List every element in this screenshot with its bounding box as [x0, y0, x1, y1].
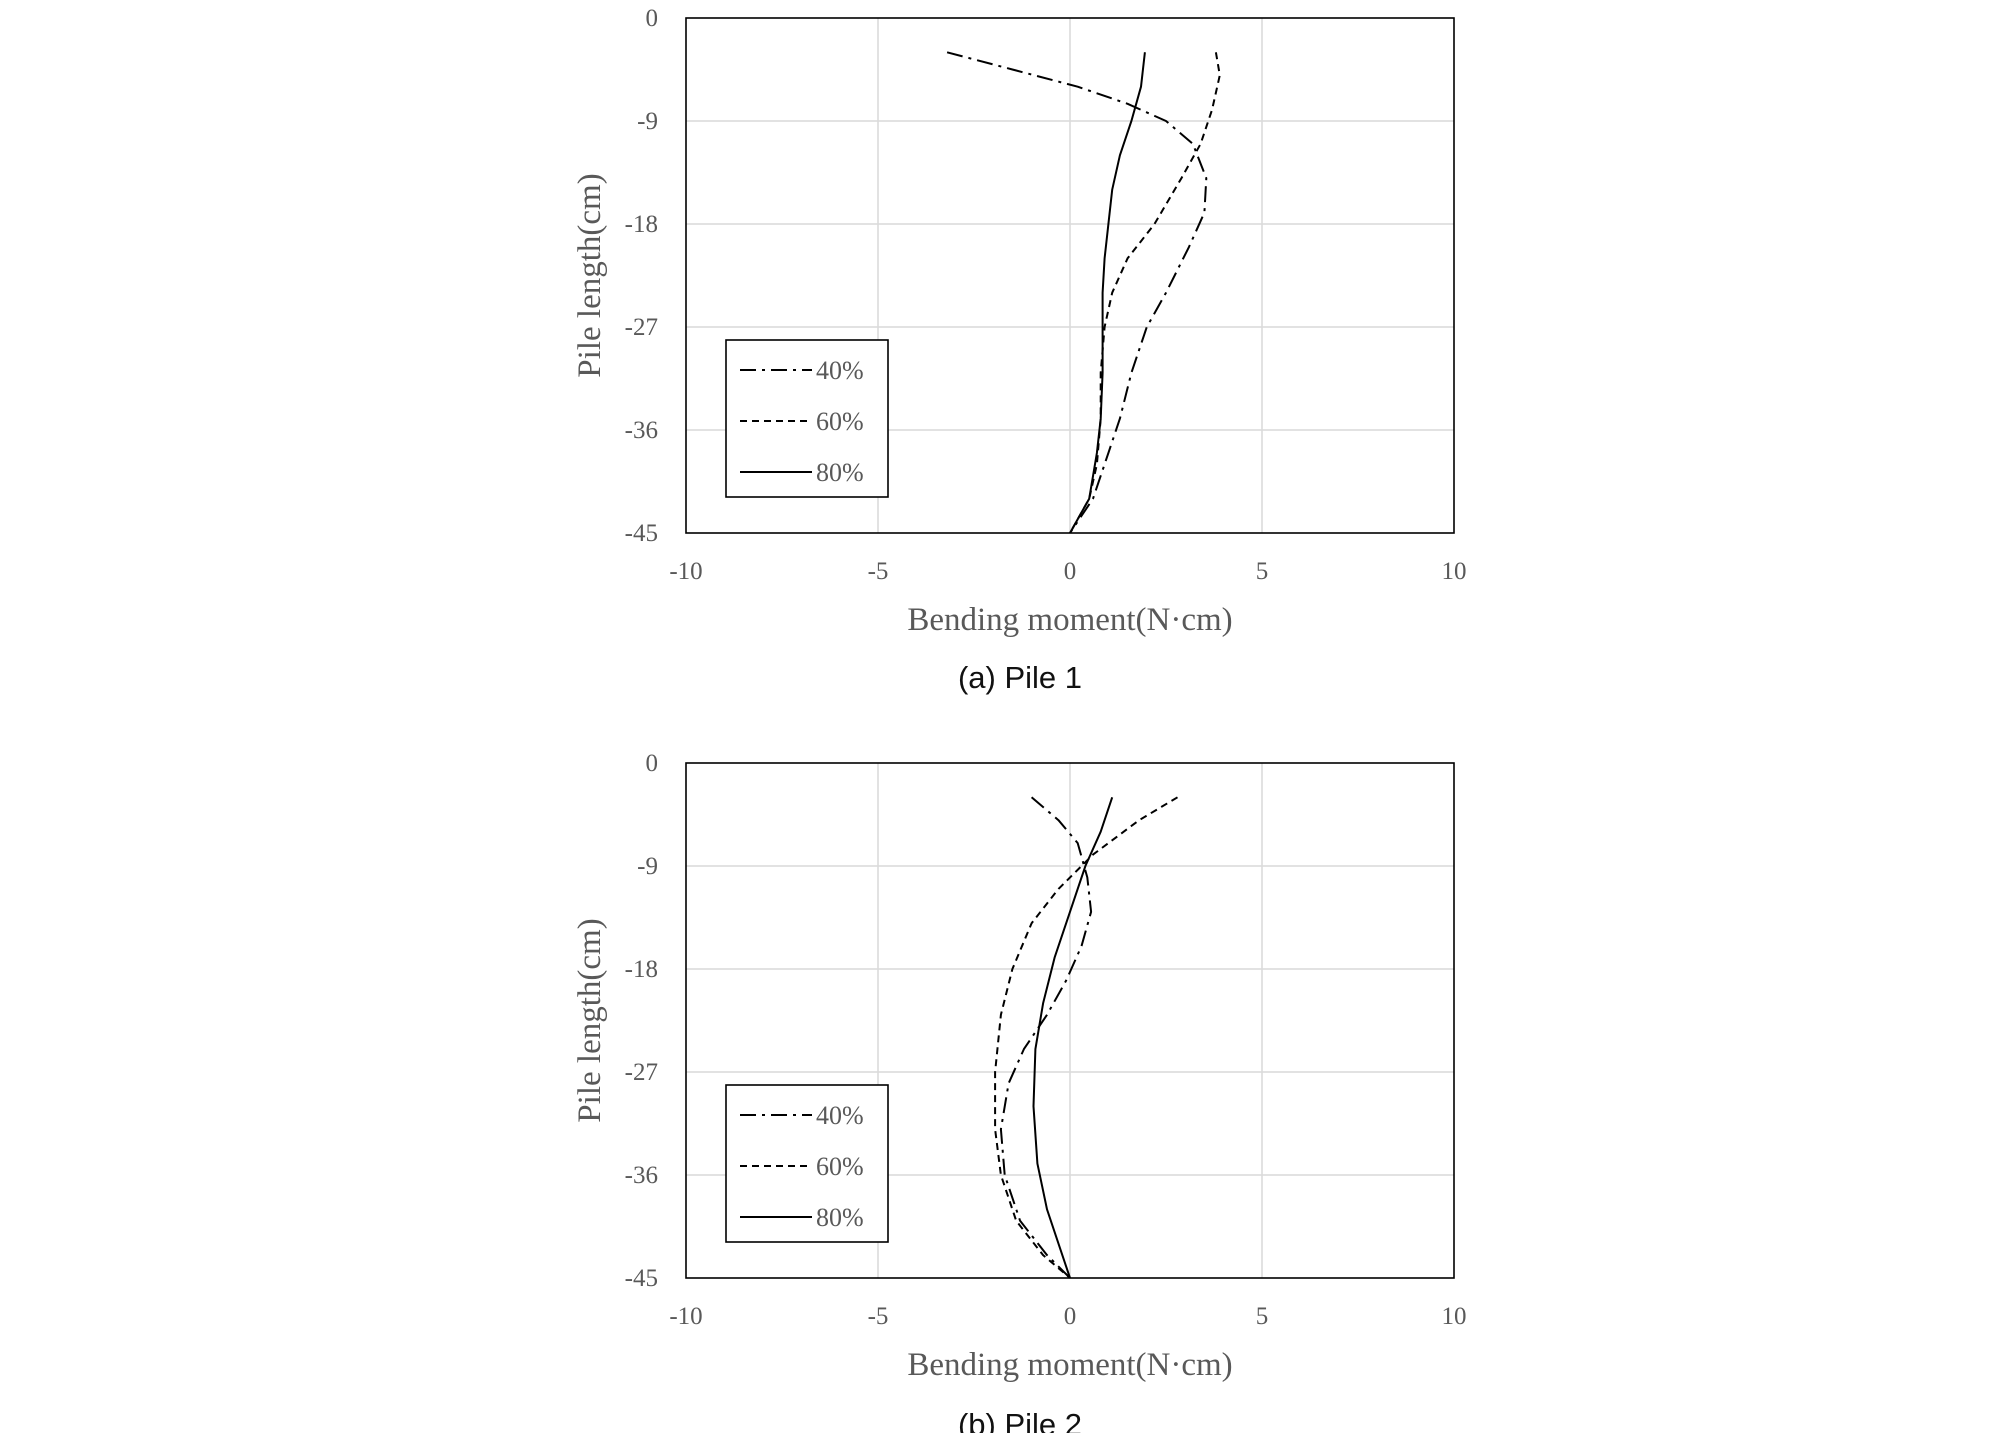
series-line-60pct: [1069, 52, 1221, 534]
x-tick-label: -10: [669, 1303, 702, 1330]
legend-label-40pct: 40%: [816, 1101, 864, 1130]
y-tick-label: -9: [637, 108, 658, 135]
y-tick-label: -18: [625, 211, 658, 238]
x-tick-label: 0: [1064, 1303, 1077, 1330]
x-axis-label: Bending moment(N·cm): [907, 1347, 1232, 1383]
y-tick-label: -27: [625, 314, 658, 341]
x-tick-label: 5: [1256, 558, 1269, 585]
x-tick-label: 10: [1442, 1303, 1467, 1330]
series-line-60pct: [994, 796, 1179, 1279]
y-tick-label: -27: [625, 1059, 658, 1086]
x-tick-label: 0: [1064, 558, 1077, 585]
x-tick-label: -10: [669, 558, 702, 585]
x-tick-label: -5: [868, 558, 889, 585]
series-line-80pct: [1069, 52, 1146, 534]
chart-pile-1: -10 -5 0 5 10 0 -9 -18 -27 -36 -45 Bending moment(N…: [572, 5, 1467, 695]
y-axis-label: Pile length(cm): [572, 173, 608, 377]
y-tick-label: 0: [646, 5, 659, 32]
y-tick-label: 0: [646, 750, 659, 777]
x-tick-label: 10: [1442, 558, 1467, 585]
figure-caption: (b) Pile 2: [958, 1407, 1082, 1433]
legend-box: [725, 1084, 889, 1243]
y-tick-label: -45: [625, 520, 658, 547]
legend-label-80pct: 80%: [816, 458, 864, 487]
y-tick-label: -18: [625, 956, 658, 983]
x-tick-label: -5: [868, 1303, 889, 1330]
y-tick-label: -36: [625, 417, 658, 444]
series-line-40pct: [946, 51, 1208, 534]
series-line-40pct: [999, 796, 1093, 1279]
y-tick-label: -45: [625, 1265, 658, 1292]
legend-label-80pct: 80%: [816, 1203, 864, 1232]
series-line-80pct: [1032, 796, 1114, 1279]
legend-label-60pct: 60%: [816, 1152, 864, 1181]
legend-label-60pct: 60%: [816, 407, 864, 436]
x-axis-label: Bending moment(N·cm): [907, 602, 1232, 638]
x-tick-label: 5: [1256, 1303, 1269, 1330]
y-tick-label: -9: [637, 853, 658, 880]
figure-caption: (a) Pile 1: [958, 660, 1082, 695]
chart-pile-2: -10 -5 0 5 10 0 -9 -18 -27 -36 -45 Bending moment(N…: [572, 750, 1467, 1433]
y-axis-label: Pile length(cm): [572, 918, 608, 1122]
y-tick-label: -36: [625, 1162, 658, 1189]
legend-box: [725, 339, 889, 498]
legend-label-40pct: 40%: [816, 356, 864, 385]
